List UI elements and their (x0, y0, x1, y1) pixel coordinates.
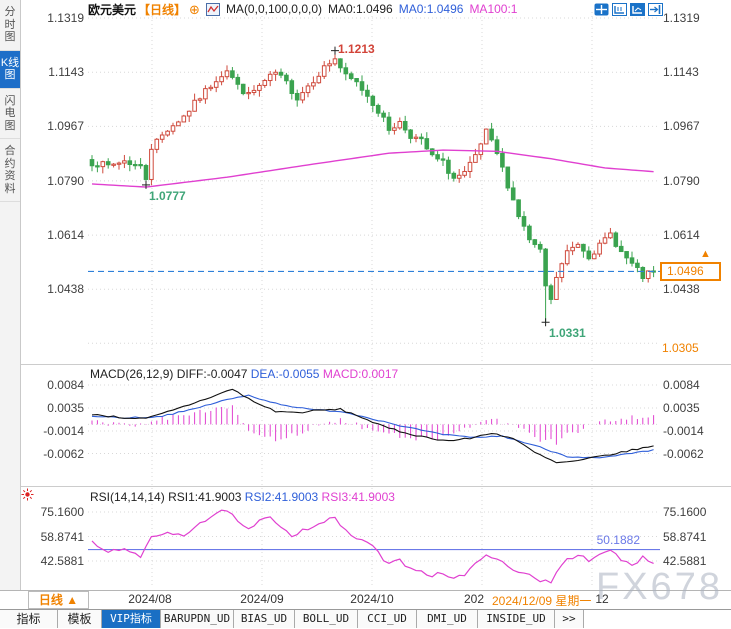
macd-panel-header: MACD(26,12,9) DIFF:-0.0047 DEA:-0.0055 M… (90, 367, 398, 381)
y-axis-label: 1.1143 (663, 65, 699, 80)
y-axis-label: 1.0438 (663, 282, 700, 297)
tab-bias_ud[interactable]: BIAS_UD (234, 610, 295, 628)
y-axis-label: 42.5881 (663, 554, 707, 568)
tab-[interactable]: 指标 (0, 610, 58, 628)
y-axis-label: 1.1143 (48, 65, 84, 80)
y-axis-label: 75.1600 (40, 505, 84, 519)
chart-toolbar (594, 3, 663, 16)
sidebar-item-kline-active[interactable]: K线图 (0, 50, 20, 89)
period-label: 【日线】 (138, 2, 187, 17)
y-axis-label: 42.5881 (40, 554, 84, 568)
tab-[interactable]: >> (555, 610, 584, 628)
y-axis-label: -0.0062 (43, 446, 84, 461)
collapse-right-icon[interactable] (648, 3, 663, 16)
y-axis-label: 0.0035 (663, 400, 700, 415)
sidebar-item-view[interactable]: 闪电图 (0, 88, 20, 139)
price-up-arrow-icon: ▲ (700, 248, 711, 260)
macd-title: MACD(26,12,9) (90, 367, 174, 381)
y-axis-label: 1.0790 (663, 173, 700, 188)
current-price-badge: 1.0496 (660, 262, 721, 281)
ma100-value: MA100:1 (469, 2, 518, 16)
y-axis-label: 1.0614 (663, 228, 700, 243)
y-axis-scale-icon[interactable] (630, 3, 645, 16)
tab-vip[interactable]: VIP指标 (102, 610, 161, 628)
annotation-december-low: 1.0331 (549, 326, 586, 340)
y-axis-label: 0.0084 (663, 377, 700, 392)
period-selector-button[interactable]: 日线 ▲ (28, 591, 89, 609)
y-axis-label: 1.0790 (47, 173, 84, 188)
tab-boll_ud[interactable]: BOLL_UD (295, 610, 358, 628)
panel-divider (21, 486, 731, 487)
symbol-name: 欧元美元 (88, 2, 137, 17)
y-axis-label: 1.0967 (663, 119, 700, 134)
add-indicator-icon[interactable]: ⊕ (189, 1, 200, 17)
panel-divider (21, 364, 731, 365)
x-axis-label: 2024/09 (240, 592, 284, 606)
sidebar-item-view[interactable]: 合约资料 (0, 139, 20, 202)
y-axis-label: 58.8741 (663, 529, 707, 544)
macd-hist-value: MACD:0.0017 (322, 367, 399, 381)
panel-divider (0, 590, 731, 591)
y-axis-label: 58.8741 (40, 529, 84, 544)
mini-chart-icon[interactable] (205, 2, 220, 16)
ma0-value: MA0:1.0496 (328, 2, 393, 16)
y-axis-range-icon[interactable] (612, 3, 627, 16)
sidebar-item-view[interactable]: 分时图 (0, 0, 20, 51)
left-sidebar: 分时图 K线图 闪电图 合约资料 (0, 0, 21, 590)
y-axis-label: 0.0035 (47, 400, 84, 415)
annotation-high-price: 1.1213 (338, 42, 375, 56)
chart-plot-area[interactable] (88, 0, 660, 592)
rsi3-value: RSI3:41.9003 (321, 490, 395, 504)
rsi1-value: RSI1:41.9003 (168, 490, 242, 504)
x-axis-label: 202 (463, 592, 485, 606)
session-low-label: 1.0305 (662, 341, 699, 355)
alert-sun-icon[interactable] (21, 488, 34, 501)
tab-cci_ud[interactable]: CCI_UD (358, 610, 417, 628)
tab-inside_ud[interactable]: INSIDE_UD (478, 610, 555, 628)
tab-barupdn_ud[interactable]: BARUPDN_UD (161, 610, 234, 628)
macd-dea-value: DEA:-0.0055 (250, 367, 320, 381)
macd-diff-value: DIFF:-0.0047 (176, 367, 248, 381)
y-axis-label: 1.1319 (47, 11, 84, 25)
y-axis-label: 1.0438 (47, 282, 84, 297)
ma-formula-label: MA(0,0,100,0,0,0) (225, 2, 322, 16)
x-axis-row: 日线 ▲ 2024/08 2024/09 2024/10 202 12 2024/12/… (0, 591, 731, 609)
pan-crosshair-icon[interactable] (594, 3, 609, 16)
y-axis-label: 1.0614 (47, 228, 84, 243)
y-axis-label: 1.1319 (663, 11, 700, 25)
tab-dmi_ud[interactable]: DMI_UD (417, 610, 478, 628)
y-axis-label: -0.0062 (663, 446, 704, 461)
status-date-label: 2024/12/09 星期一 (492, 594, 592, 608)
chart-header: 欧元美元 【日线】 ⊕ MA(0,0,100,0,0,0) MA0:1.0496 M… (88, 1, 517, 17)
indicator-tab-bar: 指标 模板 VIP指标 BARUPDN_UD BIAS_UD BOLL_UD CCI_UD D… (0, 609, 731, 629)
y-axis-label: -0.0014 (663, 423, 704, 438)
x-axis-label: 12 (595, 592, 609, 606)
x-axis-label: 2024/10 (350, 592, 394, 606)
y-axis-label: 1.0967 (47, 119, 84, 134)
rsi2-value: RSI2:41.9003 (244, 490, 319, 504)
tab-[interactable]: 模板 (58, 610, 102, 628)
y-axis-label: 75.1600 (663, 505, 707, 519)
y-axis-label: 0.0084 (47, 377, 84, 392)
annotation-august-low: 1.0777 (149, 189, 186, 203)
ma0-value-blue: MA0:1.0496 (398, 2, 464, 16)
rsi-panel-header: RSI(14,14,14) RSI1:41.9003 RSI2:41.9003 … (90, 490, 395, 504)
rsi-midline-label: 50.1882 (596, 533, 640, 547)
x-axis-label: 2024/08 (128, 592, 172, 606)
y-axis-label: -0.0014 (43, 423, 84, 438)
rsi-title: RSI(14,14,14) (90, 490, 165, 504)
